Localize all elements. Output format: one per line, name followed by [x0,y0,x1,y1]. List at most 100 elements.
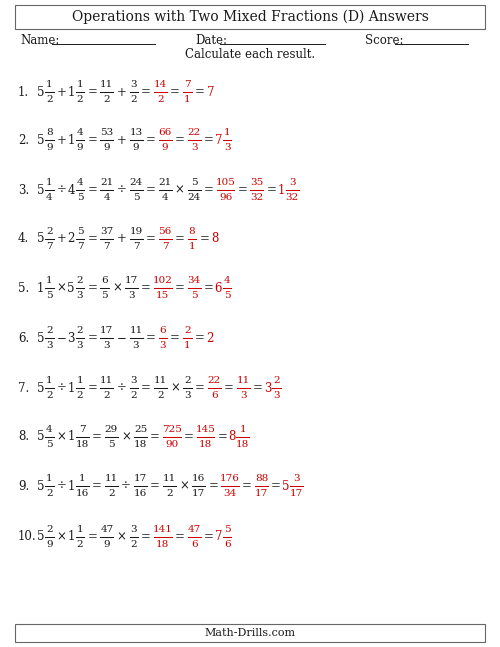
Text: 3: 3 [289,178,296,187]
Text: 21: 21 [100,178,114,187]
Text: 176: 176 [220,474,240,483]
Text: 47: 47 [100,525,114,534]
Text: 1: 1 [37,281,44,294]
Text: =: = [146,331,156,344]
Text: =: = [266,184,276,197]
Text: 3: 3 [184,391,191,400]
Text: 2: 2 [184,326,191,335]
Text: 8: 8 [211,232,218,245]
Text: ×: × [179,479,189,492]
Text: +: + [56,85,66,98]
Text: =: = [174,531,184,543]
Text: 90: 90 [165,440,178,449]
Text: 2: 2 [76,95,84,104]
Text: =: = [141,281,151,294]
Text: +: + [116,85,126,98]
Text: 1: 1 [46,474,52,483]
Text: =: = [88,382,98,395]
Text: ×: × [121,430,131,443]
Text: 5: 5 [46,291,52,300]
Text: 1: 1 [278,184,284,197]
Text: =: = [88,85,98,98]
Text: 4: 4 [224,276,230,285]
Text: 10.: 10. [18,531,36,543]
Text: 6: 6 [191,540,198,549]
Text: 7.: 7. [18,382,29,395]
Text: 1: 1 [68,382,75,395]
Text: 2: 2 [130,391,137,400]
Text: 2: 2 [206,331,214,344]
FancyBboxPatch shape [15,5,485,29]
Text: 4: 4 [76,128,84,137]
Text: =: = [204,184,214,197]
Text: 2: 2 [158,95,164,104]
Text: 2: 2 [46,391,52,400]
Text: =: = [271,479,281,492]
Text: 29: 29 [105,425,118,434]
Text: −: − [56,331,66,344]
Text: 11: 11 [130,326,142,335]
Text: 3: 3 [104,341,110,350]
Text: 6: 6 [102,276,108,285]
Text: 16: 16 [192,474,205,483]
Text: 5: 5 [191,178,198,187]
Text: 4: 4 [104,193,110,202]
Text: 11: 11 [100,376,114,385]
Text: 3: 3 [128,291,135,300]
Text: =: = [88,331,98,344]
Text: 34: 34 [224,489,236,498]
Text: 1: 1 [68,85,75,98]
Text: =: = [224,382,234,395]
Text: 9: 9 [76,143,84,152]
Text: 1: 1 [184,95,191,104]
Text: 1: 1 [76,80,84,89]
Text: ÷: ÷ [116,382,126,395]
Text: =: = [88,133,98,146]
Text: 5.: 5. [18,281,29,294]
Text: 9: 9 [162,143,168,152]
Text: 7: 7 [206,85,214,98]
Text: +: + [116,232,126,245]
Text: 145: 145 [196,425,216,434]
Text: =: = [208,479,218,492]
Text: 2: 2 [46,489,52,498]
Text: 16: 16 [76,489,89,498]
Text: −: − [116,331,126,344]
Text: =: = [174,281,184,294]
Text: 4: 4 [46,425,52,434]
Text: 3: 3 [46,341,52,350]
Text: 6: 6 [224,540,230,549]
Text: =: = [88,281,98,294]
Text: 7: 7 [162,242,168,251]
Text: 5: 5 [37,479,44,492]
Text: 66: 66 [158,128,172,137]
Text: 3: 3 [130,80,137,89]
Text: 3: 3 [240,391,246,400]
Text: 2: 2 [46,326,52,335]
Text: 17: 17 [255,489,268,498]
Text: Date:: Date: [195,34,227,47]
Text: 37: 37 [100,227,114,236]
Text: 25: 25 [134,425,147,434]
Text: 19: 19 [130,227,142,236]
Text: 5: 5 [76,193,84,202]
Text: 6: 6 [160,326,166,335]
Text: =: = [146,232,156,245]
Text: 32: 32 [286,193,298,202]
Text: =: = [88,531,98,543]
Text: 9: 9 [104,143,110,152]
Text: 18: 18 [236,440,250,449]
Text: ÷: ÷ [56,184,66,197]
Text: =: = [92,479,102,492]
Text: 9.: 9. [18,479,29,492]
Text: Score:: Score: [365,34,404,47]
Text: 3: 3 [130,525,137,534]
Text: 1: 1 [68,430,75,443]
Text: 1: 1 [79,474,86,483]
Text: 2: 2 [76,326,84,335]
Text: 17: 17 [192,489,205,498]
Text: 24: 24 [188,193,201,202]
Text: 6.: 6. [18,331,29,344]
Text: 34: 34 [188,276,201,285]
Text: Operations with Two Mixed Fractions (D) Answers: Operations with Two Mixed Fractions (D) … [72,10,428,24]
